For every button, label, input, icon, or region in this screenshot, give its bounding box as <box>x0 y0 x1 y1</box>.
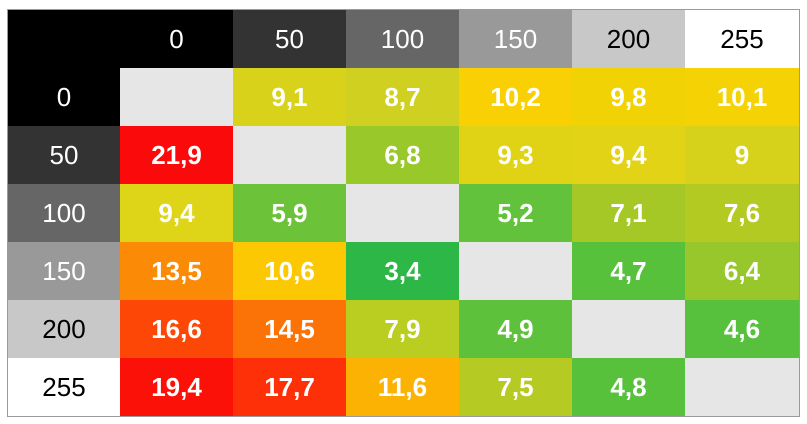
heatmap-cell: 11,6 <box>346 358 459 416</box>
heatmap-cell: 3,4 <box>346 242 459 300</box>
heatmap-cell: 14,5 <box>233 300 346 358</box>
diagonal-cell <box>233 126 346 184</box>
diagonal-cell <box>346 184 459 242</box>
row-header: 200 <box>8 300 120 358</box>
heatmap-cell: 9,4 <box>120 184 233 242</box>
heatmap-cell: 4,7 <box>572 242 685 300</box>
heatmap-cell: 5,2 <box>459 184 572 242</box>
heatmap-cell: 10,2 <box>459 68 572 126</box>
column-header: 0 <box>120 10 233 68</box>
corner-cell <box>8 10 120 68</box>
column-header: 150 <box>459 10 572 68</box>
heatmap-cell: 8,7 <box>346 68 459 126</box>
heatmap-cell: 9,3 <box>459 126 572 184</box>
heatmap-cell: 10,6 <box>233 242 346 300</box>
heatmap-cell: 7,5 <box>459 358 572 416</box>
diagonal-cell <box>572 300 685 358</box>
row-header: 150 <box>8 242 120 300</box>
heatmap-cell: 21,9 <box>120 126 233 184</box>
column-header: 200 <box>572 10 685 68</box>
heatmap-cell: 6,4 <box>685 242 799 300</box>
heatmap-grid: 0 50 100 150 200 255 0 9,1 8,7 10,2 9,8 10,1 50 21,9 6… <box>7 9 800 417</box>
heatmap-cell: 4,6 <box>685 300 799 358</box>
heatmap-cell: 7,6 <box>685 184 799 242</box>
column-header: 50 <box>233 10 346 68</box>
diagonal-cell <box>685 358 799 416</box>
row-header: 50 <box>8 126 120 184</box>
heatmap-cell: 6,8 <box>346 126 459 184</box>
column-header: 255 <box>685 10 799 68</box>
diagonal-cell <box>120 68 233 126</box>
heatmap-cell: 9 <box>685 126 799 184</box>
heatmap-cell: 9,8 <box>572 68 685 126</box>
heatmap-cell: 5,9 <box>233 184 346 242</box>
heatmap-cell: 19,4 <box>120 358 233 416</box>
row-header: 100 <box>8 184 120 242</box>
diagonal-cell <box>459 242 572 300</box>
row-header: 0 <box>8 68 120 126</box>
heatmap-cell: 17,7 <box>233 358 346 416</box>
column-header: 100 <box>346 10 459 68</box>
heatmap-cell: 9,4 <box>572 126 685 184</box>
heatmap-cell: 9,1 <box>233 68 346 126</box>
heatmap-cell: 16,6 <box>120 300 233 358</box>
heatmap-cell: 13,5 <box>120 242 233 300</box>
heatmap-cell: 7,9 <box>346 300 459 358</box>
heatmap-cell: 7,1 <box>572 184 685 242</box>
heatmap-cell: 10,1 <box>685 68 799 126</box>
heatmap-cell: 4,8 <box>572 358 685 416</box>
heatmap-cell: 4,9 <box>459 300 572 358</box>
row-header: 255 <box>8 358 120 416</box>
